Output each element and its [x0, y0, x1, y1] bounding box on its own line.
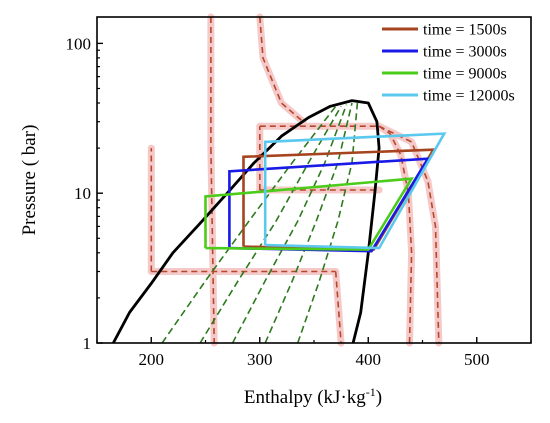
y-tick-label-3: 100	[66, 34, 92, 53]
legend-label-3: time = 9000s	[423, 66, 507, 83]
y-axis-title: Pressure ( bar)	[19, 125, 40, 236]
quality-line-4	[264, 102, 353, 344]
y-tick-label-2: 10	[74, 184, 91, 203]
x-axis-title: Enthalpy (kJ·kg-1)	[244, 385, 382, 408]
x-tick-label-4: 500	[464, 350, 490, 369]
saturation-dome-layer	[112, 99, 381, 344]
quality-line-2	[199, 105, 342, 344]
legend: time = 1500s time = 3000s time = 9000s time…	[382, 22, 515, 105]
legend-label-1: time = 1500s	[423, 22, 507, 39]
quality-lines-layer	[161, 102, 359, 344]
reference-cycle-glow-9	[256, 13, 307, 126]
saturation-dome	[112, 99, 381, 344]
x-axis-title-main: Enthalpy (kJ·kg	[244, 387, 366, 408]
quality-line-1	[161, 105, 337, 344]
y-tick-label-1: 1	[83, 334, 92, 353]
cycle-series-layer	[204, 132, 447, 253]
x-tick-label-2: 300	[247, 350, 273, 369]
quality-line-3	[231, 104, 348, 344]
legend-label-2: time = 3000s	[423, 44, 507, 61]
reference-cycle-line-3	[334, 271, 342, 344]
x-axis-title-superscript: -1	[366, 385, 376, 399]
reference-cycle-line-9	[259, 16, 304, 123]
reference-cycle-line-5	[210, 148, 215, 344]
x-tick-label-3: 400	[356, 350, 382, 369]
axis-ticks-layer: 200 300 400 500 1 10 100	[66, 34, 532, 369]
x-tick-label-1: 200	[139, 350, 165, 369]
legend-label-4: time = 12000s	[423, 88, 515, 105]
reference-cycle-line-10	[378, 125, 413, 344]
x-axis-title-close: )	[376, 387, 382, 408]
series-line-3	[204, 177, 415, 251]
series-line-4	[263, 132, 447, 250]
